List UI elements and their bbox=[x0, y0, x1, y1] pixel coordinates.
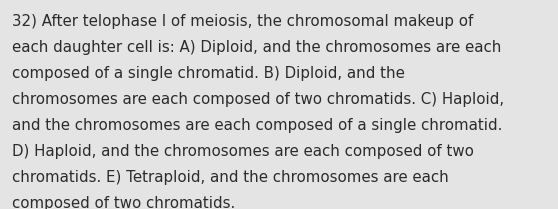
Text: chromatids. E) Tetraploid, and the chromosomes are each: chromatids. E) Tetraploid, and the chrom… bbox=[12, 170, 449, 185]
Text: chromosomes are each composed of two chromatids. C) Haploid,: chromosomes are each composed of two chr… bbox=[12, 92, 504, 107]
Text: each daughter cell is: A) Diploid, and the chromosomes are each: each daughter cell is: A) Diploid, and t… bbox=[12, 40, 502, 55]
Text: 32) After telophase I of meiosis, the chromosomal makeup of: 32) After telophase I of meiosis, the ch… bbox=[12, 14, 473, 29]
Text: D) Haploid, and the chromosomes are each composed of two: D) Haploid, and the chromosomes are each… bbox=[12, 144, 474, 159]
Text: and the chromosomes are each composed of a single chromatid.: and the chromosomes are each composed of… bbox=[12, 118, 502, 133]
Text: composed of two chromatids.: composed of two chromatids. bbox=[12, 196, 235, 209]
Text: composed of a single chromatid. B) Diploid, and the: composed of a single chromatid. B) Diplo… bbox=[12, 66, 405, 81]
